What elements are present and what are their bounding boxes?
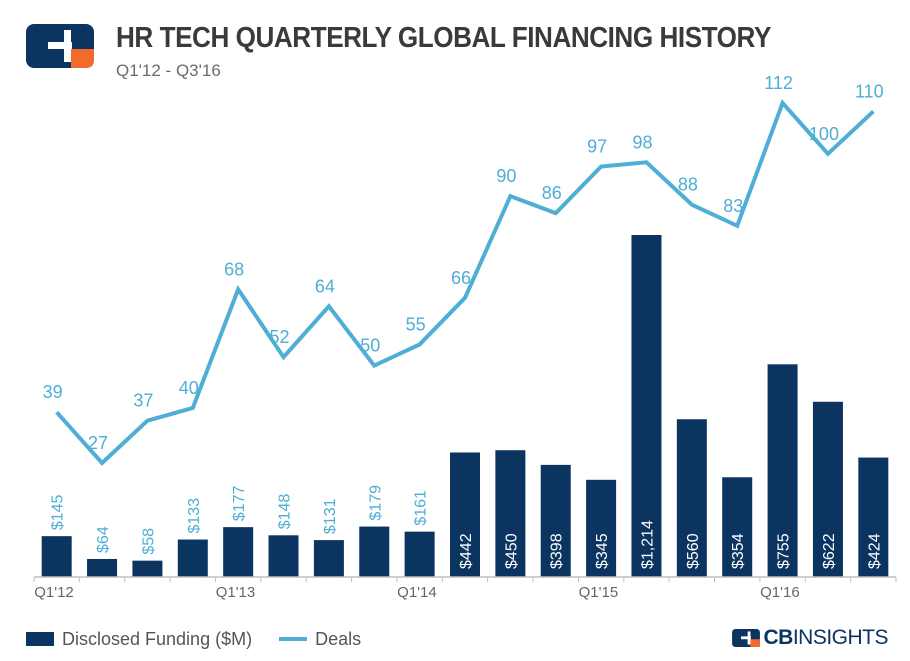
bar-label-6: $131 bbox=[322, 498, 339, 534]
chart-area: $145 $64 $58 $133 $177 $148 $131 $179 $161 $442 $4… bbox=[33, 73, 897, 601]
deals-label-10: 90 bbox=[496, 166, 516, 186]
bar-label-17: $622 bbox=[821, 533, 838, 569]
bar-15 bbox=[722, 477, 753, 577]
legend-bar-swatch bbox=[26, 632, 54, 647]
bar-6 bbox=[313, 540, 344, 577]
bar-label-9: $442 bbox=[458, 533, 475, 569]
deals-label-8: 55 bbox=[406, 314, 426, 334]
brand-logo-icon bbox=[732, 629, 761, 647]
x-tick-label-16: Q1'16 bbox=[760, 584, 800, 601]
legend-line-swatch bbox=[279, 637, 308, 642]
legend: Disclosed Funding ($M) Deals bbox=[26, 628, 383, 650]
bar-14 bbox=[676, 419, 707, 577]
bar-label-4: $177 bbox=[231, 485, 248, 521]
x-tick-label-12: Q1'15 bbox=[579, 584, 619, 601]
bar-16 bbox=[767, 364, 798, 577]
chart-subtitle: Q1'12 - Q3'16 bbox=[116, 61, 221, 80]
deals-label-5: 52 bbox=[270, 327, 290, 347]
legend-label-funding: Disclosed Funding ($M) bbox=[62, 628, 253, 649]
x-tick-label-8: Q1'14 bbox=[397, 584, 437, 601]
deals-label-14: 88 bbox=[678, 175, 698, 195]
bar-label-18: $424 bbox=[866, 533, 883, 569]
bar-label-5: $148 bbox=[277, 494, 294, 530]
bar-1 bbox=[87, 558, 118, 577]
legend-label-deals: Deals bbox=[315, 628, 362, 649]
bar-label-1: $64 bbox=[95, 526, 112, 553]
deals-label-17: 100 bbox=[809, 124, 839, 144]
bar-label-7: $179 bbox=[367, 485, 384, 521]
bar-11 bbox=[540, 464, 571, 577]
legend-item-funding: Disclosed Funding ($M) bbox=[26, 629, 252, 650]
deals-label-4: 68 bbox=[224, 259, 244, 279]
deals-label-11: 86 bbox=[542, 183, 562, 203]
bar-label-11: $398 bbox=[549, 533, 566, 569]
bar-5 bbox=[268, 535, 299, 577]
bar-2 bbox=[132, 560, 163, 577]
x-tick-label-0: Q1'12 bbox=[34, 584, 74, 601]
deals-label-7: 50 bbox=[360, 336, 380, 356]
deals-label-18: 110 bbox=[855, 81, 884, 101]
brand-footer: CBINSIGHTS bbox=[732, 626, 889, 650]
bar-label-12: $345 bbox=[594, 533, 611, 569]
bar-label-15: $354 bbox=[730, 533, 747, 569]
bar-label-16: $755 bbox=[776, 533, 793, 569]
chart-title: HR TECH QUARTERLY GLOBAL FINANCING HISTO… bbox=[116, 22, 771, 54]
deals-label-12: 97 bbox=[587, 137, 607, 157]
brand-wordmark: CBINSIGHTS bbox=[763, 626, 888, 649]
deals-label-16: 112 bbox=[764, 73, 793, 93]
x-tick-label-4: Q1'13 bbox=[216, 584, 256, 601]
deals-label-15: 83 bbox=[723, 196, 743, 216]
bar-label-14: $560 bbox=[685, 533, 702, 569]
bar-3 bbox=[177, 539, 208, 577]
bar-label-10: $450 bbox=[503, 533, 520, 569]
deals-label-3: 40 bbox=[179, 378, 199, 398]
bar-7 bbox=[359, 526, 390, 577]
legend-item-deals: Deals bbox=[279, 629, 361, 650]
bar-label-2: $58 bbox=[140, 528, 157, 555]
bar-label-13: $1,214 bbox=[639, 520, 656, 569]
bar-label-8: $161 bbox=[413, 490, 430, 526]
deals-label-1: 27 bbox=[88, 433, 108, 453]
deals-label-9: 66 bbox=[451, 268, 471, 288]
bar-label-3: $133 bbox=[186, 498, 203, 534]
bar-10 bbox=[495, 450, 526, 577]
bar-12 bbox=[586, 479, 617, 577]
deals-label-6: 64 bbox=[315, 276, 335, 296]
bar-9 bbox=[450, 452, 480, 577]
cb-insights-logo-icon bbox=[26, 24, 94, 68]
bar-17 bbox=[812, 401, 843, 577]
bar-4 bbox=[223, 527, 254, 577]
bar-18 bbox=[858, 457, 889, 577]
deals-label-13: 98 bbox=[632, 132, 652, 152]
deals-label-2: 37 bbox=[133, 391, 153, 411]
bar-0 bbox=[41, 536, 72, 577]
bar-8 bbox=[404, 531, 435, 577]
bar-label-0: $145 bbox=[50, 494, 67, 530]
bar-13 bbox=[631, 235, 662, 577]
deals-label-0: 39 bbox=[43, 382, 63, 402]
